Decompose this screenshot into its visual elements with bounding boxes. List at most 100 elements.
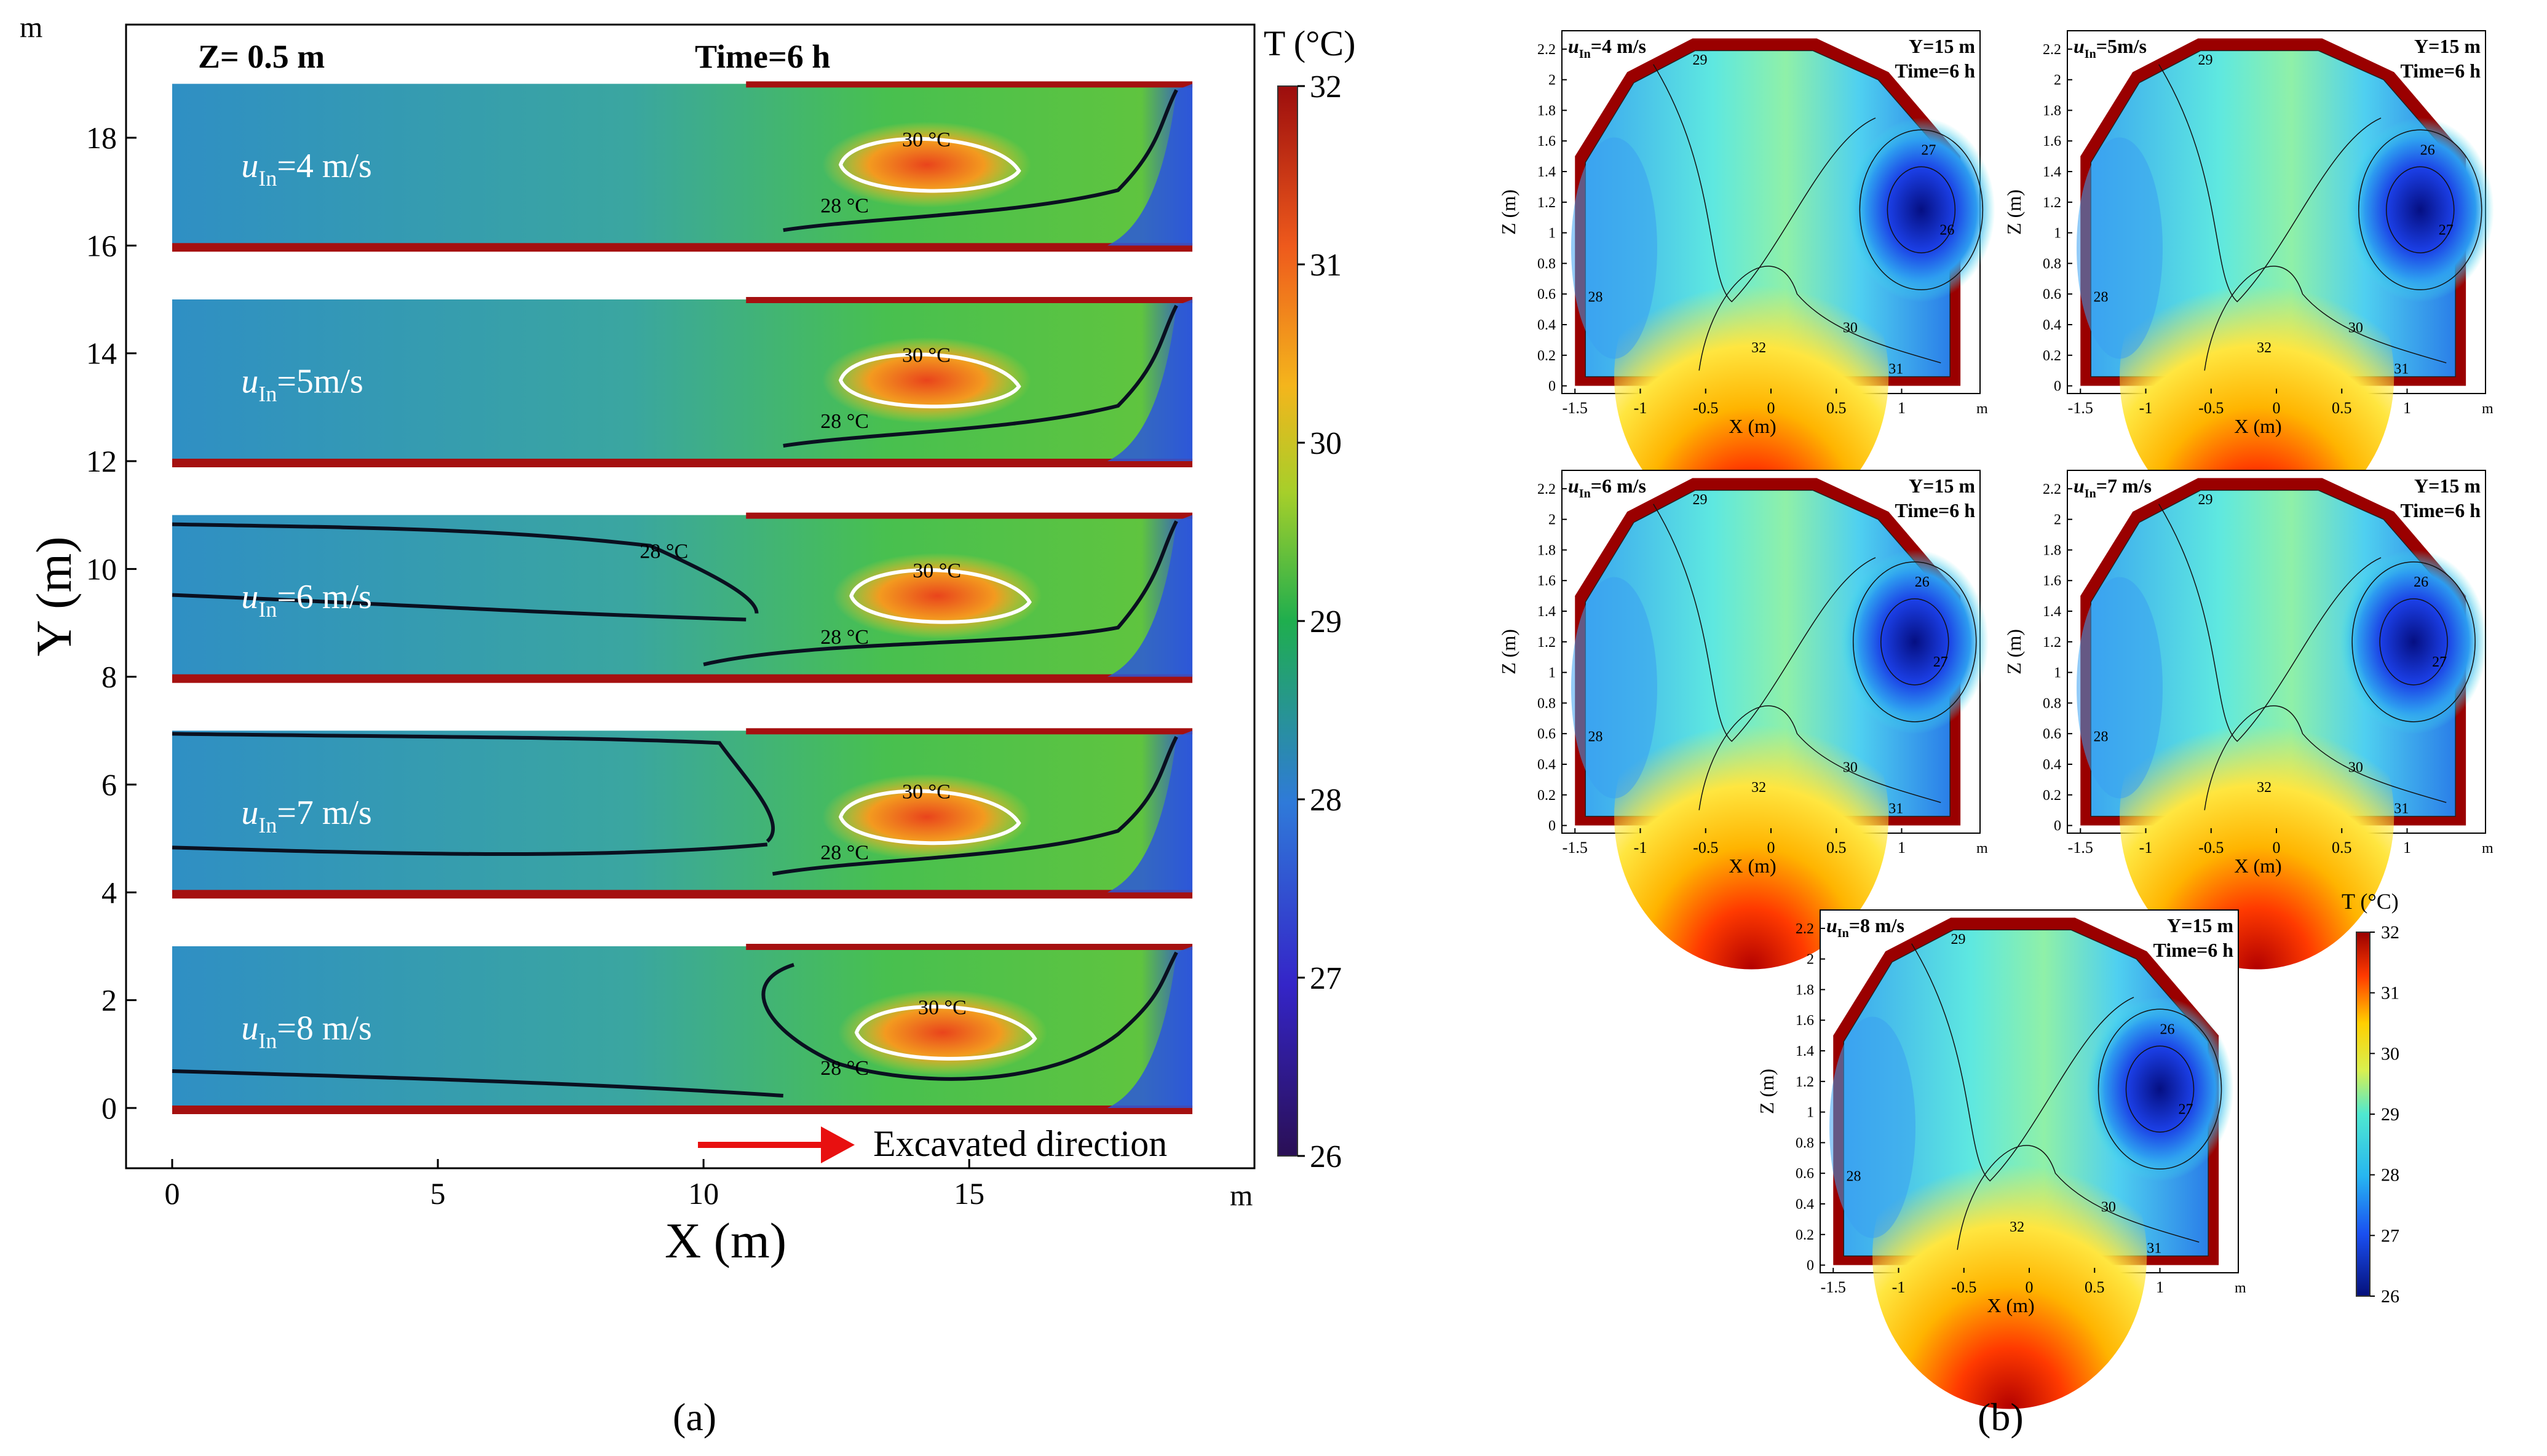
z-tick-label: 1.2 xyxy=(1796,1074,1814,1090)
strip-velocity-label: uIn=4 m/s xyxy=(241,147,372,191)
strip-top-wall xyxy=(746,512,1193,519)
velocity-subscript: In xyxy=(1579,47,1591,61)
velocity-subscript: In xyxy=(2085,47,2096,61)
z-tick-label: 1.4 xyxy=(2043,164,2061,180)
z-tick-label: 2 xyxy=(1807,952,1814,968)
section-velocity-label: uIn=8 m/s xyxy=(1826,914,1904,940)
panel-a-axes: 0 5 10 15 0 2 4 6 8 10 12 14 16 18 xyxy=(86,121,984,1211)
panel-b: 29 27 26 28 30 31 32 -1.5 -1 -0.5 0 0.5 1 m 0 0.2 0.4 0.6… xyxy=(1497,30,2494,1409)
section-time-label: Time=6 h xyxy=(2153,939,2233,961)
velocity-symbol: u xyxy=(241,578,258,616)
section-time-label: Time=6 h xyxy=(2400,60,2481,82)
z-tick-label: 0.4 xyxy=(1796,1197,1814,1213)
y-tick-label: 2 xyxy=(101,983,117,1018)
z-tick-label: 1.6 xyxy=(1537,133,1556,149)
strip-top-wall xyxy=(746,944,1193,950)
z-tick-label: 0 xyxy=(1548,818,1556,834)
contour-label: 26 xyxy=(2414,574,2428,590)
x-tick-label: -0.5 xyxy=(1951,1278,1976,1296)
section-y-label: Y=15 m xyxy=(2414,475,2481,497)
contour-label: 32 xyxy=(2257,780,2272,796)
contour-28 xyxy=(172,732,1178,876)
velocity-symbol: u xyxy=(2074,475,2085,497)
z-tick-label: 2 xyxy=(2054,512,2061,528)
z-tick-label: 0.8 xyxy=(2043,256,2061,272)
x-tick-label: 0.5 xyxy=(2085,1278,2105,1296)
contour-label: 31 xyxy=(2394,362,2409,378)
section-x-label: X (m) xyxy=(2234,855,2281,877)
contour-label: 26 xyxy=(1915,574,1930,590)
contour-30 xyxy=(1957,1145,2200,1250)
z-tick-label: 1.8 xyxy=(1537,542,1556,558)
velocity-subscript: In xyxy=(1837,927,1849,940)
contour-29 xyxy=(2158,504,2382,742)
velocity-value: =4 m/s xyxy=(277,147,372,185)
z-tick-label: 0 xyxy=(2054,379,2061,395)
colorbar-tick-label: 32 xyxy=(1310,69,1342,105)
panel-a-y-label: Y (m) xyxy=(26,536,82,656)
section-y-label: Y=15 m xyxy=(1909,475,1975,497)
velocity-subscript: In xyxy=(258,166,277,191)
z-tick-label: 1.8 xyxy=(2043,542,2061,558)
x-tick-label: -1.5 xyxy=(1563,839,1588,857)
z-tick-label: 0.6 xyxy=(1796,1166,1814,1182)
contour-30 xyxy=(2204,705,2447,810)
contour-label: 32 xyxy=(2257,340,2272,356)
tunnel-strip-5: 30 °C 28 °C uIn=5m/s xyxy=(172,297,1193,467)
strip-cold-end xyxy=(1107,299,1193,461)
section-x-label: X (m) xyxy=(1729,415,1776,437)
colorbar-tick-label: 30 xyxy=(2381,1043,2399,1064)
contour-29 xyxy=(1911,943,2134,1182)
panel-b-colorbar-ticks: 26 27 28 29 30 31 32 xyxy=(2370,922,2399,1307)
x-tick-label: 0 xyxy=(2273,399,2281,417)
x-tick-label: -1 xyxy=(1634,399,1647,417)
z-tick-label: 1.2 xyxy=(2043,195,2061,211)
contour-30-label: 30 °C xyxy=(902,129,951,151)
panel-b-colorbar-title: T (°C) xyxy=(2342,889,2399,914)
colorbar-tick-label: 28 xyxy=(2381,1165,2399,1185)
cross-section-4: 29 27 26 28 30 31 32 -1.5 -1 -0.5 0 0.5 1 m 0 0.2 0.4 0.6… xyxy=(1497,30,1995,530)
x-tick-label: -1.5 xyxy=(1821,1278,1846,1296)
x-tick-label: -0.5 xyxy=(2198,839,2224,857)
z-tick-label: 2.2 xyxy=(2043,481,2061,497)
contour-label: 26 xyxy=(2160,1021,2175,1037)
velocity-symbol: u xyxy=(1826,914,1837,936)
cross-section-5: 29 26 27 28 30 31 32 -1.5 -1 -0.5 0 0.5 1 m 0 0.2 0.4 0.6… xyxy=(2003,30,2494,530)
strip-cold-end xyxy=(1107,84,1193,246)
x-tick-label: 0 xyxy=(2273,839,2281,857)
z-tick-label: 1.4 xyxy=(1537,604,1556,620)
x-tick-label: 5 xyxy=(430,1176,446,1211)
z-tick-label: 1 xyxy=(2054,226,2061,242)
contour-28-label: 28 °C xyxy=(820,410,869,433)
contour-label: 27 xyxy=(2432,654,2447,670)
z-tick-label: 1.8 xyxy=(2043,103,2061,119)
z-tick-label: 1.4 xyxy=(1796,1043,1814,1059)
panel-a-x-label: X (m) xyxy=(665,1213,786,1268)
contour-label: 30 xyxy=(2348,759,2363,775)
contour-26 xyxy=(2125,1045,2195,1133)
x-tick-label: -1 xyxy=(1634,839,1647,857)
x-tick-label: 15 xyxy=(954,1176,984,1211)
velocity-subscript: In xyxy=(258,813,277,837)
velocity-subscript: In xyxy=(1579,487,1591,501)
z-tick-label: 1.2 xyxy=(1537,635,1556,651)
colorbar-tick-label: 27 xyxy=(2381,1225,2399,1246)
contour-label: 30 xyxy=(2101,1199,2116,1215)
contour-28 xyxy=(783,89,1178,232)
velocity-subscript: In xyxy=(2085,487,2096,501)
x-tick-label: 0 xyxy=(2026,1278,2034,1296)
velocity-value: =8 m/s xyxy=(277,1010,372,1048)
z-tick-label: 0.8 xyxy=(1796,1135,1814,1151)
z-tick-label: 1 xyxy=(1807,1105,1814,1121)
z-tick-label: 0.6 xyxy=(1537,726,1556,742)
section-x-label: X (m) xyxy=(2234,415,2281,437)
strip-velocity-label: uIn=7 m/s xyxy=(241,794,372,837)
panel-a-x-unit: m xyxy=(1230,1179,1253,1212)
x-tick-label: -1 xyxy=(2139,399,2153,417)
contour-30 xyxy=(1698,705,1941,810)
strip-bottom-wall xyxy=(172,459,1193,467)
velocity-symbol: u xyxy=(1568,35,1579,57)
x-tick-label: 1 xyxy=(2403,839,2411,857)
contour-26 xyxy=(2386,166,2455,254)
